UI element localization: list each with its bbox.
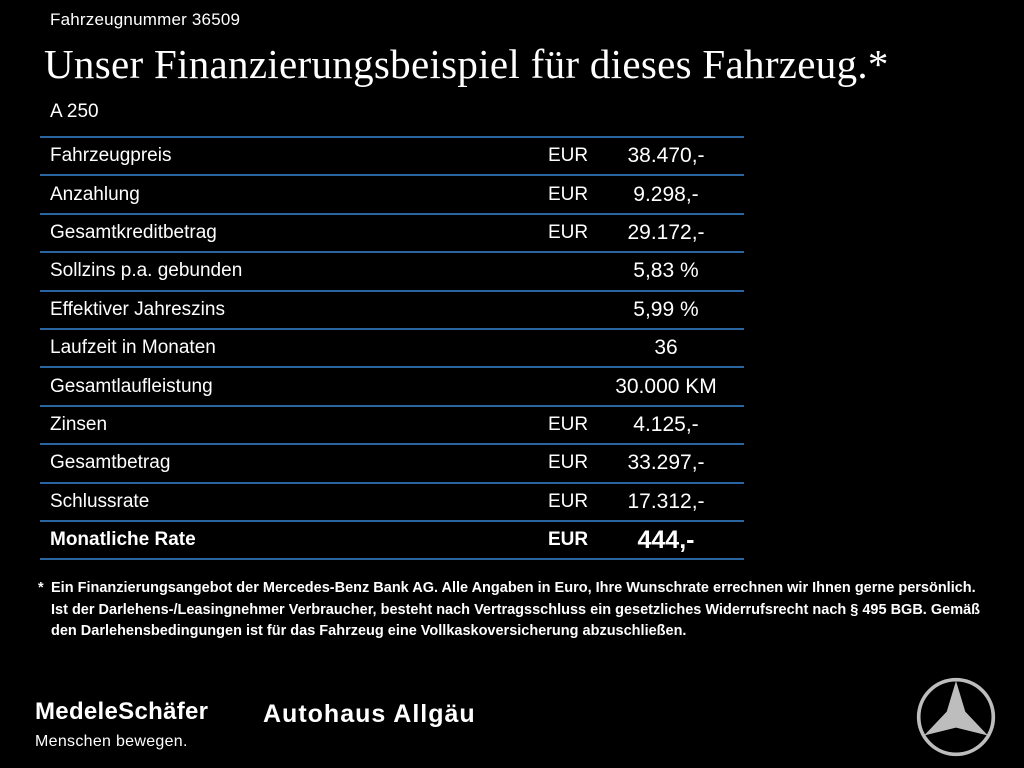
row-label: Fahrzeugpreis bbox=[50, 145, 172, 167]
row-label: Effektiver Jahreszins bbox=[50, 298, 225, 320]
row-currency: EUR bbox=[548, 529, 589, 551]
footnote-text: Ein Finanzierungsangebot der Mercedes-Be… bbox=[51, 580, 981, 639]
finance-row: Laufzeit in Monaten 36 bbox=[40, 330, 744, 369]
row-currency: EUR bbox=[548, 490, 589, 512]
page-title: Unser Finanzierungsbeispiel für dieses F… bbox=[44, 41, 889, 87]
row-currency: EUR bbox=[548, 413, 589, 435]
row-currency: EUR bbox=[548, 145, 589, 167]
vehicle-model: A 250 bbox=[50, 101, 99, 122]
row-label: Gesamtlaufleistung bbox=[50, 375, 213, 397]
mercedes-star-icon bbox=[916, 677, 996, 757]
finance-row: Fahrzeugpreis EUR 38.470,- bbox=[40, 138, 744, 177]
dealer1-name: MedeleSchäfer bbox=[35, 698, 209, 725]
row-value: 30.000 KM bbox=[615, 374, 717, 398]
row-label: Laufzeit in Monaten bbox=[50, 337, 216, 359]
row-label: Anzahlung bbox=[50, 183, 140, 205]
finance-row: Effektiver Jahreszins 5,99 % bbox=[40, 292, 744, 330]
row-value: 17.312,- bbox=[627, 489, 705, 513]
row-currency: EUR bbox=[548, 221, 589, 243]
dealer1-tagline: Menschen bewegen. bbox=[35, 733, 188, 750]
dealer-medele-schaefer: MedeleSchäfer Menschen bewegen. bbox=[35, 698, 208, 751]
row-value: 5,99 % bbox=[633, 297, 699, 321]
finance-row: Sollzins p.a. gebunden 5,83 % bbox=[40, 253, 744, 292]
row-currency: EUR bbox=[548, 452, 589, 474]
finance-row: Gesamtlaufleistung 30.000 KM bbox=[40, 368, 744, 407]
row-value: 33.297,- bbox=[627, 451, 705, 475]
row-value: 36 bbox=[654, 336, 678, 360]
row-value: 4.125,- bbox=[633, 412, 699, 436]
finance-row: Zinsen EUR 4.125,- bbox=[40, 407, 744, 446]
finance-row: Gesamtbetrag EUR 33.297,- bbox=[40, 445, 744, 484]
finance-row: Schlussrate EUR 17.312,- bbox=[40, 484, 744, 522]
footnote-marker: * bbox=[38, 580, 44, 596]
dealer2-name: Autohaus Allgäu bbox=[263, 700, 476, 728]
row-label: Schlussrate bbox=[50, 490, 150, 512]
row-value: 29.172,- bbox=[627, 220, 705, 244]
row-label: Zinsen bbox=[50, 413, 108, 435]
row-value: 5,83 % bbox=[633, 259, 699, 283]
finance-row: Gesamtkreditbetrag EUR 29.172,- bbox=[40, 215, 744, 254]
row-label: Sollzins p.a. gebunden bbox=[50, 260, 243, 282]
row-label: Monatliche Rate bbox=[50, 529, 196, 551]
finance-row: Anzahlung EUR 9.298,- bbox=[40, 176, 744, 215]
footnote: * Ein Finanzierungsangebot der Mercedes-… bbox=[38, 578, 990, 643]
finance-table: Fahrzeugpreis EUR 38.470,- Anzahlung EUR 9.29… bbox=[40, 136, 744, 561]
vehicle-number: Fahrzeugnummer 36509 bbox=[50, 10, 241, 29]
finance-row: Monatliche Rate EUR 444,- bbox=[40, 522, 744, 561]
row-currency: EUR bbox=[548, 183, 589, 205]
row-label: Gesamtbetrag bbox=[50, 452, 171, 474]
row-label: Gesamtkreditbetrag bbox=[50, 221, 217, 243]
row-value: 9.298,- bbox=[633, 182, 699, 206]
row-value: 38.470,- bbox=[627, 144, 705, 168]
footer: MedeleSchäfer Menschen bewegen. Autohaus… bbox=[0, 670, 1024, 768]
row-value: 444,- bbox=[637, 525, 695, 554]
